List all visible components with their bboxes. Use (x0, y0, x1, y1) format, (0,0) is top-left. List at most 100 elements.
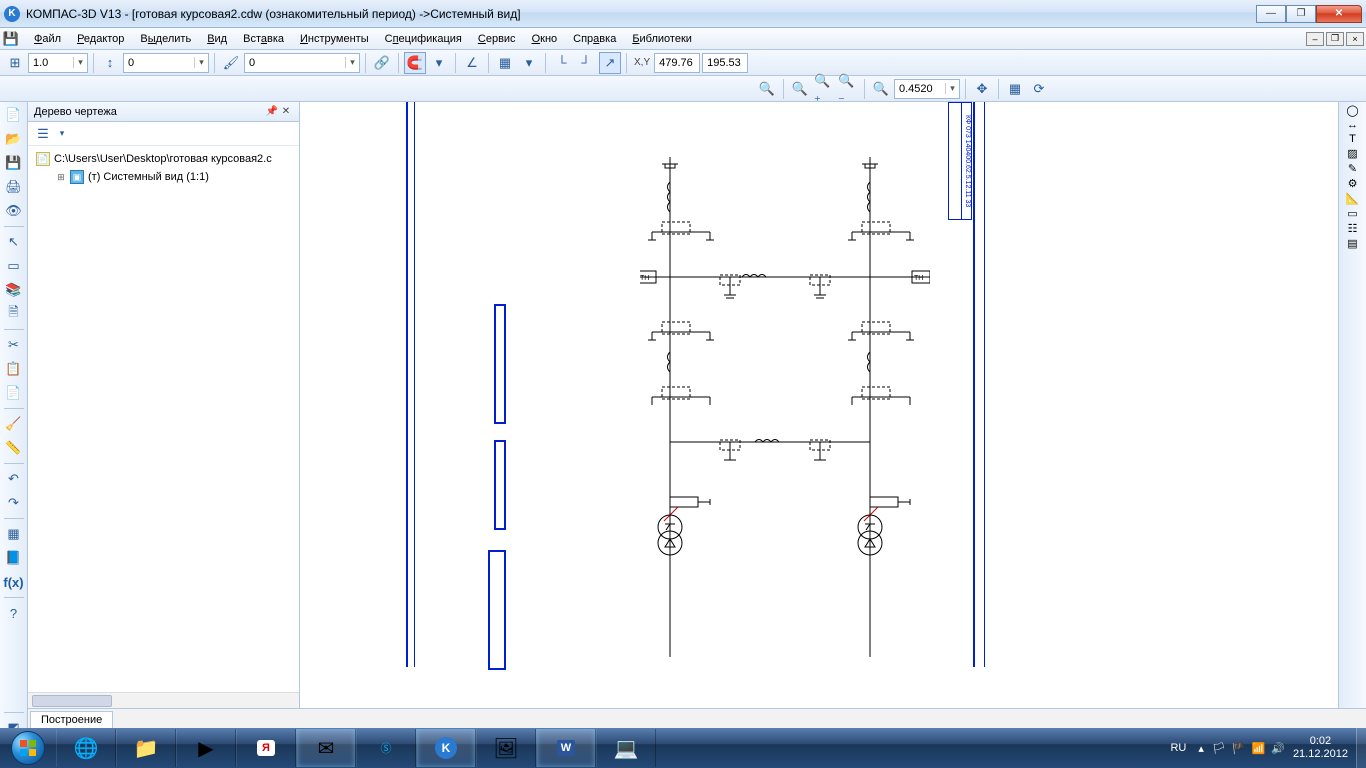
zoom-input[interactable] (895, 80, 945, 98)
tray-volume-icon[interactable]: 🔊 (1271, 742, 1285, 755)
expand-icon[interactable]: ⊞ (56, 172, 66, 183)
style-combo[interactable]: ▾ (244, 53, 360, 73)
tree-mode-icon[interactable]: ☰ (32, 123, 54, 145)
spec-icon[interactable]: ☷ (1348, 222, 1358, 235)
minimize-button[interactable] (1256, 5, 1286, 23)
link-icon[interactable]: 🔗 (371, 52, 393, 74)
table-icon[interactable]: ▦ (3, 523, 25, 545)
menu-window[interactable]: Окно (524, 31, 566, 47)
spin-combo[interactable]: ▾ (123, 53, 209, 73)
redo-icon[interactable]: ↷ (3, 492, 25, 514)
measure2-icon[interactable]: 📐 (1346, 192, 1360, 205)
param-icon[interactable]: ⚙ (1348, 177, 1358, 190)
ortho-icon[interactable]: └ (551, 52, 573, 74)
fx-icon[interactable]: f(x) (3, 571, 25, 593)
mdi-restore-button[interactable]: ❐ (1326, 32, 1344, 46)
tab-build[interactable]: Построение (30, 711, 113, 728)
report-icon[interactable]: ▤ (1347, 237, 1357, 250)
refresh-icon[interactable]: ⟳ (1028, 78, 1050, 100)
tray-action-icon[interactable]: 🏴 (1232, 742, 1246, 755)
close-button[interactable] (1316, 5, 1362, 23)
mdi-close-button[interactable]: × (1346, 32, 1364, 46)
print-icon[interactable]: 🖨 (3, 176, 25, 198)
paste-icon[interactable]: 📄 (3, 382, 25, 404)
zoom-window-icon[interactable]: 🔍 (789, 78, 811, 100)
taskbar-explorer[interactable]: 📁 (116, 729, 176, 767)
tray-up-icon[interactable]: ▴ (1198, 742, 1204, 755)
taskbar-photos[interactable]: 🖼 (476, 729, 536, 767)
copy-icon[interactable]: 📋 (3, 358, 25, 380)
tray-network-icon[interactable]: 📶 (1252, 742, 1266, 755)
lang-indicator[interactable]: RU (1166, 740, 1190, 756)
geom-icon[interactable]: ◯ (1346, 104, 1358, 117)
taskbar-kompas[interactable]: K (416, 729, 476, 767)
hatch-icon[interactable]: ▨ (1347, 147, 1357, 160)
taskbar-app[interactable]: 💻 (596, 729, 656, 767)
cut-icon[interactable]: ✂ (3, 334, 25, 356)
redraw-icon[interactable]: ▦ (1004, 78, 1026, 100)
tree-close-icon[interactable]: ✕ (279, 106, 293, 117)
eraser-icon[interactable]: 🧹 (3, 413, 25, 435)
style-input[interactable] (245, 54, 345, 72)
tree-view-row[interactable]: ⊞ ▣ (т) Системный вид (1:1) (30, 168, 297, 186)
step-input[interactable] (29, 54, 73, 72)
snap-icon[interactable]: ⊞ (4, 52, 26, 74)
undo-icon[interactable]: ↶ (3, 468, 25, 490)
taskbar-skype[interactable]: Ⓢ (356, 729, 416, 767)
spin-input[interactable] (124, 54, 194, 72)
cursor-icon[interactable]: ↖ (3, 231, 25, 253)
menu-insert[interactable]: Вставка (235, 31, 292, 47)
zoom-fit-icon[interactable]: 🔍 (870, 78, 892, 100)
drawing-canvas[interactable]: КФ 073 140400.62.5.12.11 33 (300, 102, 1338, 708)
select-icon[interactable]: ▭ (3, 255, 25, 277)
preview-icon[interactable]: 👁 (3, 200, 25, 222)
menu-spec[interactable]: Спецификация (377, 31, 470, 47)
zoom-minus-icon[interactable]: 🔍₋ (837, 78, 859, 100)
zoom-in-icon[interactable]: 🔍 (756, 78, 778, 100)
text-icon[interactable]: T (1349, 133, 1356, 145)
magnet-icon[interactable]: 🧲 (404, 52, 426, 74)
taskbar-yandex[interactable]: Я (236, 729, 296, 767)
magnet-dd-icon[interactable]: ▾ (428, 52, 450, 74)
tree-hscroll[interactable] (28, 692, 299, 708)
dim-icon[interactable]: ↔ (1347, 119, 1358, 131)
save2-icon[interactable]: 💾 (3, 152, 25, 174)
menu-view[interactable]: Вид (199, 31, 235, 47)
tree-dd-icon[interactable]: ▾ (56, 123, 68, 145)
show-desktop-button[interactable] (1356, 728, 1366, 768)
taskbar-clock[interactable]: 0:02 21.12.2012 (1293, 735, 1348, 761)
zoom-combo[interactable]: ▾ (894, 79, 960, 99)
angle-icon[interactable]: ∠ (461, 52, 483, 74)
layers-icon[interactable]: 📚 (3, 279, 25, 301)
select2-icon[interactable]: ▭ (1347, 207, 1357, 220)
brush-icon[interactable]: 🖌 (220, 52, 242, 74)
taskbar-mail[interactable]: ✉ (296, 729, 356, 767)
edit-icon[interactable]: ✎ (1348, 162, 1357, 175)
mdi-minimize-button[interactable]: – (1306, 32, 1324, 46)
perp-icon[interactable]: ┘ (575, 52, 597, 74)
menu-select[interactable]: Выделить (132, 31, 199, 47)
props-icon[interactable]: 🗎 (3, 303, 25, 325)
menu-tools[interactable]: Инструменты (292, 31, 377, 47)
spin-icon[interactable]: ↕ (99, 52, 121, 74)
tree-file-row[interactable]: 📄 C:\Users\User\Desktop\готовая курсовая… (30, 150, 297, 168)
taskbar-media[interactable]: ▶ (176, 729, 236, 767)
menu-help[interactable]: Справка (565, 31, 624, 47)
maximize-button[interactable] (1286, 5, 1316, 23)
round-icon[interactable]: ↗ (599, 52, 621, 74)
new-icon[interactable]: 📄 (3, 104, 25, 126)
grid-dd-icon[interactable]: ▾ (518, 52, 540, 74)
tree-body[interactable]: 📄 C:\Users\User\Desktop\готовая курсовая… (28, 146, 299, 692)
menu-service[interactable]: Сервис (470, 31, 524, 47)
help-icon[interactable]: ? (3, 602, 25, 624)
step-combo[interactable]: ▾ (28, 53, 88, 73)
sheet-icon[interactable]: 📘 (3, 547, 25, 569)
menu-libs[interactable]: Библиотеки (624, 31, 700, 47)
tray-flag-icon[interactable]: 🏳 (1212, 742, 1226, 755)
menu-file[interactable]: Файл (26, 31, 69, 47)
taskbar-ie[interactable]: 🌐 (56, 729, 116, 767)
taskbar-word[interactable]: W (536, 729, 596, 767)
grid-icon[interactable]: ▦ (494, 52, 516, 74)
open-icon[interactable]: 📂 (3, 128, 25, 150)
zoom-plus-icon[interactable]: 🔍₊ (813, 78, 835, 100)
